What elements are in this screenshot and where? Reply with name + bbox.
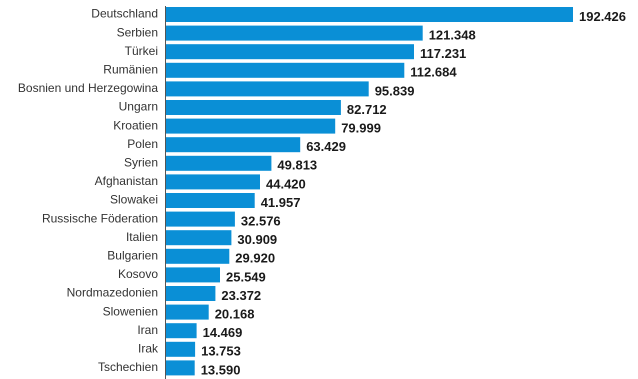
bar bbox=[166, 137, 301, 153]
value-label: 121.348 bbox=[429, 28, 476, 43]
category-label: Syrien bbox=[124, 155, 158, 169]
bars-group bbox=[166, 7, 573, 376]
bar bbox=[166, 25, 423, 41]
category-label: Italien bbox=[126, 230, 158, 244]
bar bbox=[166, 341, 196, 357]
value-label: 49.813 bbox=[277, 158, 317, 173]
value-label: 82.712 bbox=[347, 102, 387, 117]
category-label: Rumänien bbox=[103, 62, 158, 76]
value-label: 41.957 bbox=[261, 195, 301, 210]
value-label: 14.469 bbox=[203, 325, 243, 340]
bar bbox=[166, 44, 414, 60]
bar bbox=[166, 81, 369, 97]
bar bbox=[166, 211, 235, 227]
bar bbox=[166, 7, 573, 22]
category-label: Polen bbox=[127, 137, 158, 151]
value-labels-group: 192.426 121.348 117.231 112.684 95.839 82.712… bbox=[201, 9, 626, 377]
value-label: 44.420 bbox=[266, 176, 306, 191]
value-label: 192.426 bbox=[579, 9, 626, 24]
bar bbox=[166, 323, 197, 339]
category-label: Türkei bbox=[125, 44, 158, 58]
category-label: Afghanistan bbox=[95, 174, 158, 188]
category-label: Slowenien bbox=[103, 304, 158, 318]
category-label: Deutschland bbox=[91, 7, 158, 21]
bar bbox=[166, 193, 255, 208]
category-label: Kosovo bbox=[118, 267, 158, 281]
category-label: Irak bbox=[138, 341, 159, 355]
bar bbox=[166, 230, 232, 246]
category-label: Russische Föderation bbox=[42, 211, 158, 225]
value-label: 25.549 bbox=[226, 269, 266, 284]
bar bbox=[166, 118, 336, 134]
value-label: 13.753 bbox=[201, 344, 241, 359]
category-label: Bulgarien bbox=[107, 248, 158, 262]
value-label: 23.372 bbox=[221, 288, 261, 303]
bar bbox=[166, 100, 341, 115]
category-label: Serbien bbox=[117, 25, 158, 39]
category-label: Slowakei bbox=[110, 193, 158, 207]
bar bbox=[166, 62, 405, 78]
value-label: 95.839 bbox=[375, 83, 415, 98]
value-label: 20.168 bbox=[215, 307, 255, 322]
value-label: 13.590 bbox=[201, 362, 241, 377]
value-label: 30.909 bbox=[237, 232, 277, 247]
category-label: Tschechien bbox=[98, 360, 158, 374]
value-label: 112.684 bbox=[410, 65, 457, 80]
bar bbox=[166, 174, 260, 190]
value-label: 117.231 bbox=[420, 46, 466, 61]
value-label: 79.999 bbox=[341, 121, 381, 136]
category-label: Bosnien und Herzegowina bbox=[18, 81, 158, 95]
category-label: Iran bbox=[137, 323, 158, 337]
bar bbox=[166, 286, 216, 301]
category-label: Ungarn bbox=[119, 100, 158, 114]
bar bbox=[166, 267, 220, 283]
bar bbox=[166, 360, 195, 376]
value-label: 32.576 bbox=[241, 214, 281, 229]
bar bbox=[166, 155, 272, 171]
bar bbox=[166, 304, 209, 320]
bar bbox=[166, 248, 230, 264]
value-label: 29.920 bbox=[235, 251, 275, 266]
category-label: Kroatien bbox=[113, 118, 158, 132]
category-labels-group: Deutschland Serbien Türkei Rumänien Bosnien … bbox=[18, 7, 159, 374]
value-label: 63.429 bbox=[306, 139, 346, 154]
category-label: Nordmazedonien bbox=[67, 286, 158, 300]
